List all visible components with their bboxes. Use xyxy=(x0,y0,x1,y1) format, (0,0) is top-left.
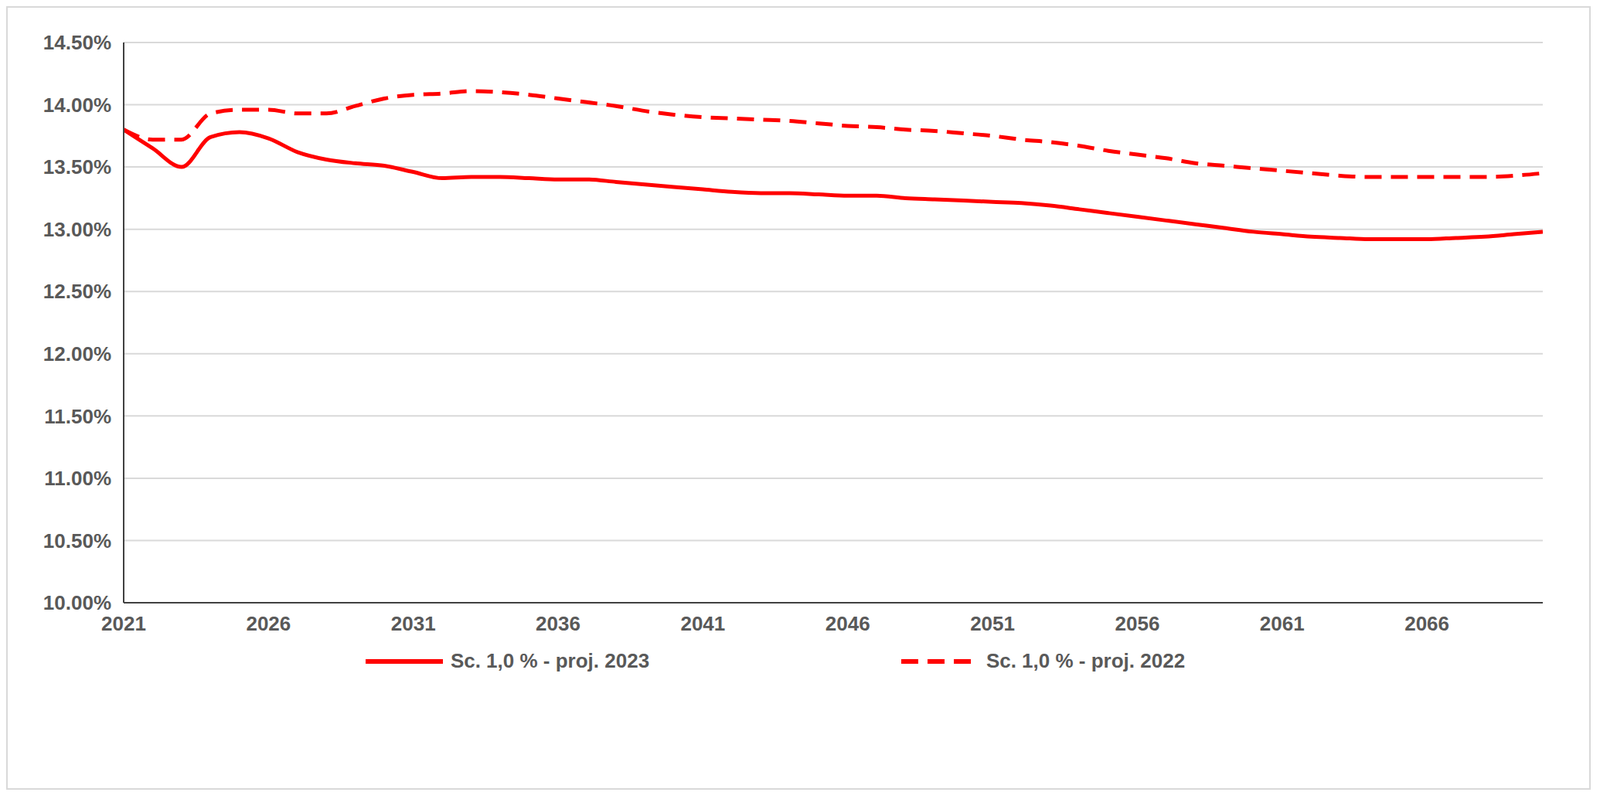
svg-text:2051: 2051 xyxy=(970,612,1015,636)
svg-text:2031: 2031 xyxy=(391,612,436,636)
svg-text:11.50%: 11.50% xyxy=(44,405,112,429)
svg-text:2026: 2026 xyxy=(245,612,291,636)
svg-text:11.00%: 11.00% xyxy=(44,466,112,491)
svg-text:2061: 2061 xyxy=(1259,612,1305,636)
svg-text:2036: 2036 xyxy=(535,612,581,636)
html-text:Sc. 1,0 % - proj. 2023: Sc. 1,0 % - proj. 2023 xyxy=(450,649,650,673)
svg-text:2066: 2066 xyxy=(1404,612,1450,636)
svg-text:10.50%: 10.50% xyxy=(43,529,112,553)
svg-text:12.00%: 12.00% xyxy=(43,342,112,366)
svg-text:13.00%: 13.00% xyxy=(43,217,112,242)
svg-text:2046: 2046 xyxy=(825,612,871,636)
svg-text:14.00%: 14.00% xyxy=(43,93,112,117)
svg-text:14.50%: 14.50% xyxy=(43,30,112,55)
svg-text:10.00%: 10.00% xyxy=(43,591,112,615)
svg-text:2056: 2056 xyxy=(1115,612,1161,636)
svg-text:2041: 2041 xyxy=(680,612,726,636)
svg-text:13.50%: 13.50% xyxy=(43,155,112,179)
svg-text:2021: 2021 xyxy=(101,612,147,636)
html-text:Sc. 1,0 % - proj. 2022: Sc. 1,0 % - proj. 2022 xyxy=(986,649,1186,673)
svg-text:12.50%: 12.50% xyxy=(43,279,112,303)
